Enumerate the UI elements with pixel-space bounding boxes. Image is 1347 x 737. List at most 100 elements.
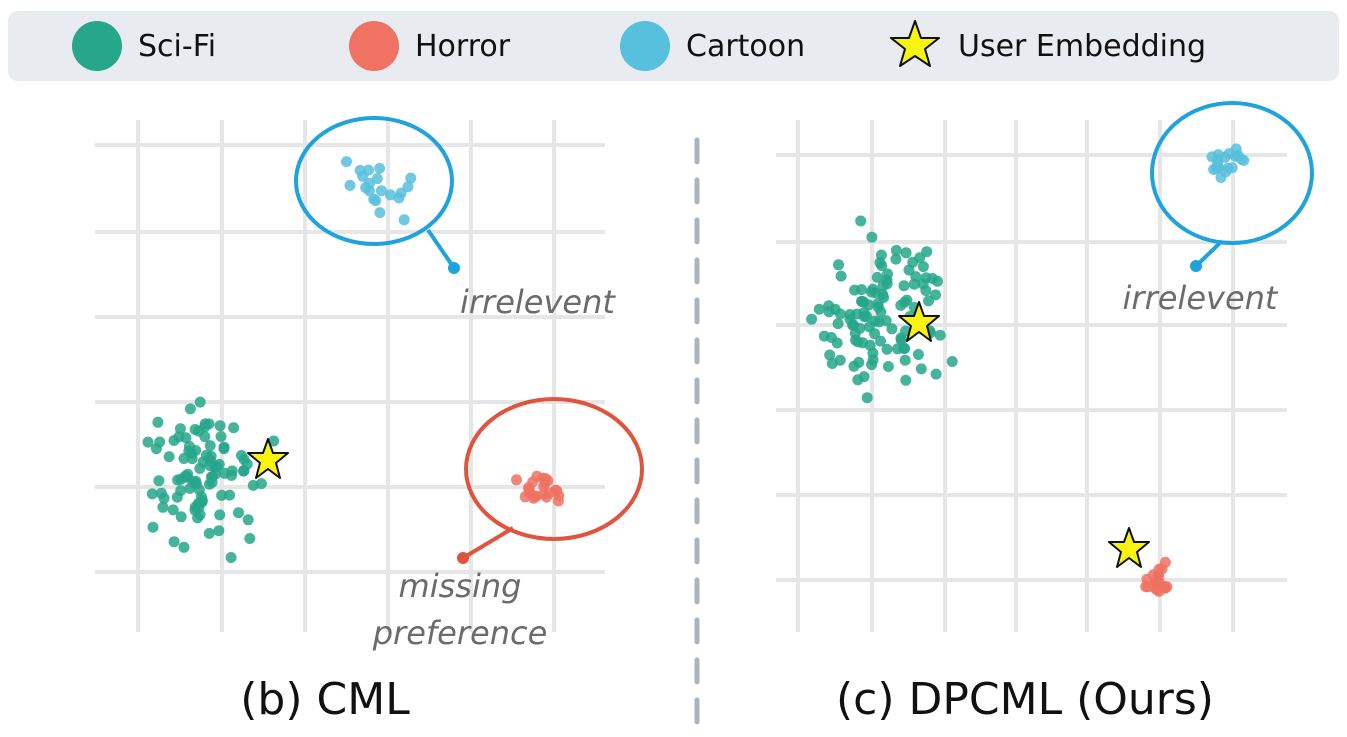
right-cartoon-cluster	[1206, 143, 1250, 183]
scifi-dot	[875, 306, 887, 318]
scifi-dot	[194, 509, 206, 521]
scifi-dot	[898, 280, 910, 292]
cartoon-dot	[1223, 148, 1235, 160]
left-horror-note-line1: missing	[399, 567, 522, 605]
scifi-dot	[255, 478, 267, 490]
scifi-dot	[856, 284, 868, 296]
scifi-dot	[912, 349, 924, 360]
legend-label-scifi: Sci-Fi	[138, 28, 217, 64]
scifi-dot	[930, 368, 942, 380]
scifi-dot	[175, 485, 187, 497]
scifi-dot	[225, 552, 237, 563]
scifi-dot	[858, 296, 870, 308]
scifi-dot	[195, 497, 207, 509]
scifi-dot	[806, 313, 818, 325]
scifi-dot	[908, 278, 920, 290]
scifi-dot	[900, 247, 912, 259]
right-panel-caption: (c) DPCML (Ours)	[836, 674, 1214, 725]
cartoon-dot	[402, 181, 414, 193]
scifi-dot	[241, 458, 253, 470]
cartoon-dot	[371, 173, 383, 185]
legend-label-user-embedding: User Embedding	[958, 28, 1207, 64]
scifi-dot	[154, 436, 166, 448]
horror-dot-icon	[349, 21, 399, 71]
scifi-dot	[175, 511, 187, 523]
star-icon	[890, 20, 940, 67]
scifi-dot	[901, 294, 913, 306]
horror-dot	[1151, 579, 1163, 591]
cartoon-dot	[1212, 149, 1224, 161]
scifi-dot	[855, 215, 867, 227]
scifi-dot	[228, 422, 240, 434]
scifi-dot	[848, 360, 860, 372]
scifi-dot	[224, 489, 236, 501]
cartoon-dot	[1236, 153, 1247, 165]
cartoon-dot	[398, 214, 410, 226]
scifi-dot	[244, 533, 256, 544]
horror-dot	[529, 491, 541, 503]
scifi-dot	[213, 525, 225, 537]
scifi-dot	[163, 451, 175, 463]
cartoon-dot	[393, 192, 405, 204]
scifi-dot	[874, 257, 886, 269]
horror-dot	[553, 490, 565, 502]
right-horror-cluster	[1140, 556, 1173, 597]
left-horror-callout	[457, 397, 644, 564]
scifi-dot	[900, 374, 912, 386]
scifi-dot	[834, 354, 846, 366]
scifi-dot	[863, 321, 875, 333]
scifi-dot	[173, 431, 185, 443]
scifi-dot	[899, 342, 911, 354]
scifi-dot	[875, 335, 886, 347]
scifi-dot	[851, 308, 863, 320]
cartoon-dot	[384, 189, 396, 201]
scifi-dot	[168, 536, 180, 548]
scifi-dot	[832, 318, 844, 330]
scifi-dot	[152, 416, 164, 428]
cartoon-dot	[374, 162, 386, 174]
scifi-dot	[194, 396, 206, 408]
cartoon-dot	[370, 195, 382, 207]
scifi-dot	[218, 443, 230, 455]
scifi-dot	[886, 323, 898, 335]
scifi-dot	[899, 354, 911, 366]
left-cartoon-callout	[294, 116, 460, 274]
left-horror-note-line2: preference	[372, 614, 548, 652]
scifi-dot	[181, 471, 193, 483]
cartoon-dot	[1220, 166, 1232, 178]
left-cartoon-note: irrelevent	[460, 283, 616, 321]
horror-dot	[1159, 582, 1171, 594]
scifi-dot	[226, 469, 238, 481]
legend-item-horror: Horror	[349, 11, 510, 81]
scifi-dot	[167, 504, 179, 516]
scifi-dot	[852, 336, 864, 348]
scifi-dot	[903, 264, 915, 276]
legend-item-user-embedding: User Embedding	[888, 11, 1206, 81]
scifi-dot	[882, 268, 893, 280]
scifi-dot	[178, 541, 190, 553]
scifi-dot	[877, 280, 889, 292]
cartoon-dot-icon	[620, 21, 670, 71]
cartoon-dot	[363, 185, 375, 197]
legend-label-horror: Horror	[415, 28, 511, 64]
scifi-dot	[268, 435, 280, 447]
cartoon-dot	[357, 170, 369, 182]
scifi-dot	[917, 261, 929, 273]
scifi-dot	[216, 489, 228, 501]
left-cartoon-cluster	[341, 156, 417, 226]
scifi-dot	[866, 231, 878, 243]
grid-right	[776, 120, 1287, 632]
scifi-dot	[865, 286, 877, 298]
scifi-dot	[146, 488, 158, 500]
scifi-dot	[946, 356, 958, 367]
scifi-dot	[923, 295, 934, 307]
scifi-dot	[172, 474, 184, 486]
scifi-dot	[214, 420, 226, 432]
horror-dot	[1159, 556, 1171, 568]
scifi-dot	[190, 475, 202, 487]
scifi-dot	[236, 450, 247, 461]
legend-item-cartoon: Cartoon	[620, 11, 805, 81]
scifi-dot	[861, 392, 873, 404]
left-panel-caption: (b) CML	[240, 674, 410, 725]
